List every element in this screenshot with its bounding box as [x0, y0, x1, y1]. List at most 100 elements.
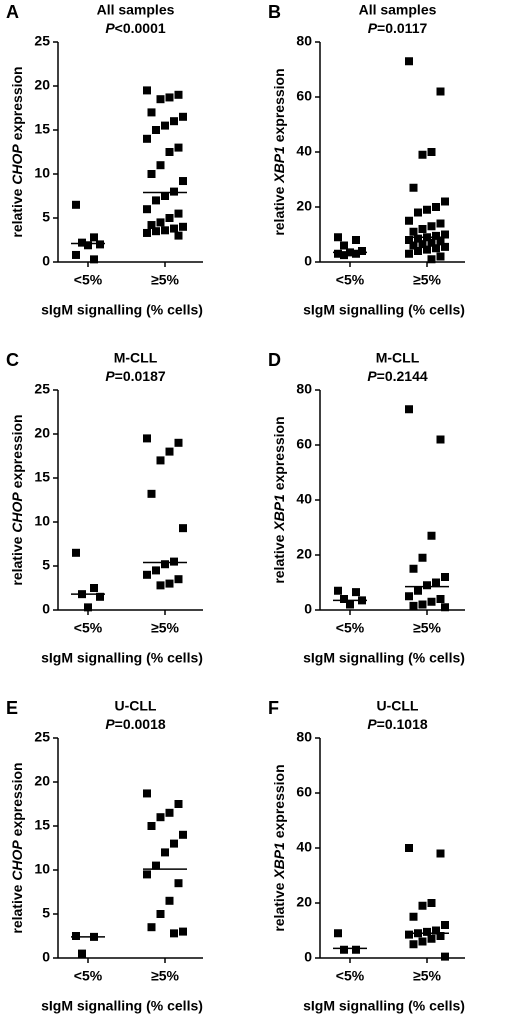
data-point: [418, 150, 427, 159]
data-point: [179, 524, 187, 533]
data-point: [423, 205, 431, 214]
data-point: [147, 108, 156, 117]
x-tick-label: <5%: [336, 272, 365, 288]
y-tick-label: 0: [304, 949, 312, 965]
data-point: [436, 849, 445, 858]
data-point: [441, 952, 449, 961]
data-point: [405, 57, 413, 66]
y-tick-label: 0: [42, 949, 50, 965]
y-axis-label: relative XBP1 expression: [271, 764, 287, 931]
data-point: [143, 205, 151, 214]
data-point: [427, 148, 436, 156]
data-point: [156, 218, 165, 227]
panel-title: U-CLL: [115, 698, 157, 714]
data-point: [179, 222, 187, 231]
data-point: [147, 923, 156, 932]
data-point: [436, 87, 445, 96]
x-tick-label: ≥5%: [413, 620, 441, 636]
data-point: [432, 244, 440, 253]
data-point: [423, 233, 431, 242]
data-point: [90, 932, 98, 941]
y-tick-label: 5: [42, 557, 50, 573]
data-point: [346, 248, 354, 257]
data-point: [179, 112, 187, 121]
data-point: [165, 214, 174, 222]
data-point: [358, 247, 366, 255]
y-tick-label: 60: [296, 436, 312, 452]
data-point: [170, 557, 178, 566]
data-point: [170, 187, 178, 196]
data-point: [179, 927, 187, 936]
data-point: [165, 579, 174, 588]
data-point: [441, 197, 449, 206]
data-point: [441, 921, 449, 929]
data-point: [72, 932, 80, 940]
data-point: [84, 241, 92, 250]
x-axis-label: sIgM signalling (% cells): [41, 302, 203, 318]
y-tick-label: 0: [42, 601, 50, 617]
data-point: [147, 170, 156, 178]
p-value: P=0.1018: [367, 716, 428, 732]
data-point: [170, 224, 178, 233]
data-point: [170, 839, 178, 848]
data-point: [436, 237, 445, 246]
data-point: [143, 134, 151, 143]
data-point: [161, 192, 169, 200]
y-tick-label: 25: [34, 729, 50, 745]
x-tick-label: <5%: [74, 272, 103, 288]
data-point: [143, 870, 151, 879]
data-point: [405, 592, 413, 601]
y-axis-label: relative CHOP expression: [9, 762, 25, 933]
y-axis-label: relative XBP1 expression: [271, 416, 287, 583]
data-point: [432, 578, 440, 587]
data-point: [423, 245, 431, 254]
x-axis-label: sIgM signalling (% cells): [303, 650, 465, 666]
data-point: [441, 230, 449, 239]
y-tick-label: 10: [34, 165, 50, 181]
data-point: [432, 203, 440, 211]
data-point: [352, 945, 360, 954]
p-value: P=0.0187: [105, 368, 166, 384]
y-tick-label: 20: [296, 546, 312, 562]
data-point: [143, 570, 151, 579]
data-point: [432, 231, 440, 240]
data-point: [427, 255, 436, 264]
data-point: [90, 233, 98, 242]
data-point: [78, 238, 86, 247]
y-tick-label: 20: [34, 77, 50, 93]
panel-letter: D: [268, 350, 281, 370]
x-tick-label: <5%: [74, 620, 103, 636]
data-point: [161, 121, 169, 130]
x-tick-label: ≥5%: [151, 272, 179, 288]
y-tick-label: 60: [296, 88, 312, 104]
data-point: [409, 241, 418, 250]
data-point: [334, 929, 342, 938]
data-point: [405, 405, 413, 414]
data-point: [418, 240, 427, 249]
data-point: [427, 934, 436, 943]
data-point: [436, 932, 445, 940]
data-point: [156, 910, 165, 918]
data-point: [405, 249, 413, 258]
x-tick-label: <5%: [74, 968, 103, 984]
data-point: [174, 879, 183, 888]
y-tick-label: 20: [296, 198, 312, 214]
y-tick-label: 10: [34, 861, 50, 877]
data-point: [334, 586, 342, 595]
data-point: [179, 830, 187, 839]
x-axis-label: sIgM signalling (% cells): [303, 998, 465, 1014]
panel-letter: E: [6, 698, 18, 718]
data-point: [78, 590, 86, 599]
y-tick-label: 15: [34, 817, 50, 833]
data-point: [352, 236, 360, 244]
data-point: [143, 86, 151, 95]
data-point: [156, 813, 165, 822]
data-point: [405, 844, 413, 852]
y-tick-label: 60: [296, 784, 312, 800]
panel-title: All samples: [359, 2, 437, 18]
data-point: [405, 216, 413, 225]
data-point: [334, 233, 342, 242]
y-tick-label: 20: [296, 894, 312, 910]
data-point: [170, 929, 178, 938]
